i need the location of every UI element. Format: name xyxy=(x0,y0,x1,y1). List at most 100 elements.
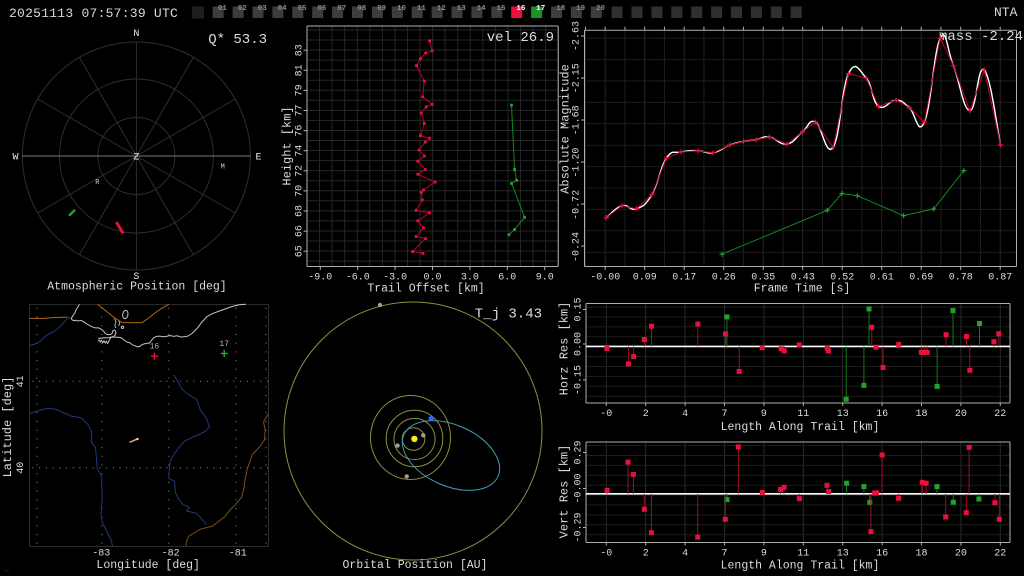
svg-text:Q* 53.3: Q* 53.3 xyxy=(208,32,267,48)
svg-text:-3.0: -3.0 xyxy=(383,273,407,284)
svg-text:0.61: 0.61 xyxy=(870,273,894,284)
svg-text:Trail Offset [km]: Trail Offset [km] xyxy=(367,283,484,296)
svg-text:E: E xyxy=(255,153,261,164)
svg-text:2: 2 xyxy=(643,549,649,560)
svg-text:22: 22 xyxy=(994,549,1006,560)
svg-text:0.09: 0.09 xyxy=(633,273,657,284)
svg-text:17: 17 xyxy=(219,340,229,349)
svg-text:11: 11 xyxy=(797,549,809,560)
svg-text:-2.63: -2.63 xyxy=(572,21,583,51)
svg-text:-6.0: -6.0 xyxy=(346,273,370,284)
svg-text:18: 18 xyxy=(915,549,927,560)
svg-text:77: 77 xyxy=(295,104,306,116)
svg-text:0.0: 0.0 xyxy=(423,273,441,284)
svg-text:66: 66 xyxy=(295,225,306,237)
svg-text:vel 26.9: vel 26.9 xyxy=(487,30,554,46)
svg-text:09: 09 xyxy=(377,5,387,13)
svg-text:10: 10 xyxy=(397,5,407,13)
svg-text:4: 4 xyxy=(682,549,688,560)
svg-text:18: 18 xyxy=(915,409,927,420)
svg-text:81: 81 xyxy=(295,64,306,76)
svg-text:Latitude [deg]: Latitude [deg] xyxy=(1,377,15,478)
svg-text:0.26: 0.26 xyxy=(712,273,736,284)
svg-text:-1.68: -1.68 xyxy=(572,105,583,135)
svg-text:13: 13 xyxy=(457,5,467,13)
svg-text:0.52: 0.52 xyxy=(830,273,854,284)
svg-text:0.00: 0.00 xyxy=(574,332,585,356)
svg-text:16: 16 xyxy=(876,549,888,560)
svg-text:9.0: 9.0 xyxy=(536,273,554,284)
svg-text:07: 07 xyxy=(337,5,346,13)
svg-text:-82: -82 xyxy=(162,549,180,560)
svg-text:20: 20 xyxy=(955,409,967,420)
svg-text:Length Along Trail [km]: Length Along Trail [km] xyxy=(721,560,880,573)
svg-text:11: 11 xyxy=(797,409,809,420)
svg-text:05: 05 xyxy=(298,5,308,13)
svg-text:Frame Time [s]: Frame Time [s] xyxy=(754,283,851,296)
svg-text:74: 74 xyxy=(295,145,306,157)
svg-text:6.0: 6.0 xyxy=(498,273,516,284)
svg-text:20: 20 xyxy=(955,549,967,560)
svg-text:01: 01 xyxy=(218,5,228,13)
svg-text:Length Along Trail [km]: Length Along Trail [km] xyxy=(721,421,880,434)
svg-text:N: N xyxy=(133,29,139,40)
svg-text:41: 41 xyxy=(16,375,27,387)
svg-text:Orbital Position [AU]: Orbital Position [AU] xyxy=(343,559,488,572)
svg-text:13: 13 xyxy=(837,409,849,420)
svg-text:79: 79 xyxy=(295,84,306,96)
svg-text:17: 17 xyxy=(536,5,545,13)
svg-text:0.35: 0.35 xyxy=(751,273,775,284)
svg-text:3.0: 3.0 xyxy=(461,273,479,284)
svg-text:16: 16 xyxy=(516,5,526,13)
svg-text:0.29: 0.29 xyxy=(574,440,585,464)
svg-text:-0.72: -0.72 xyxy=(572,190,583,220)
svg-text:76: 76 xyxy=(295,125,306,137)
svg-text:0.87: 0.87 xyxy=(988,273,1012,284)
svg-text:16: 16 xyxy=(876,409,888,420)
svg-text:03: 03 xyxy=(258,5,268,13)
svg-text:~w: ~w xyxy=(3,568,9,574)
svg-text:Vert Res [km]: Vert Res [km] xyxy=(558,445,572,539)
svg-text:-1.20: -1.20 xyxy=(572,148,583,178)
svg-text:7: 7 xyxy=(721,409,727,420)
svg-text:T_j 3.43: T_j 3.43 xyxy=(475,307,542,323)
svg-text:08: 08 xyxy=(357,5,367,13)
svg-text:72: 72 xyxy=(295,165,306,177)
svg-text:S: S xyxy=(133,272,139,283)
svg-text:-0: -0 xyxy=(600,409,612,420)
svg-text:02: 02 xyxy=(238,5,248,13)
svg-text:0.78: 0.78 xyxy=(949,273,973,284)
svg-text:16: 16 xyxy=(150,343,160,352)
svg-text:Z: Z xyxy=(133,153,139,164)
svg-text:-0.00: -0.00 xyxy=(574,473,585,503)
svg-text:7: 7 xyxy=(721,549,727,560)
svg-text:22: 22 xyxy=(994,409,1006,420)
svg-text:0.17: 0.17 xyxy=(672,273,696,284)
svg-text:Atmospheric Position [deg]: Atmospheric Position [deg] xyxy=(47,281,226,294)
svg-text:20: 20 xyxy=(596,5,606,13)
svg-text:-9.0: -9.0 xyxy=(308,273,332,284)
svg-text:NTA: NTA xyxy=(994,5,1018,20)
svg-text:9: 9 xyxy=(761,549,767,560)
svg-text:Height [km]: Height [km] xyxy=(281,106,295,185)
svg-text:M: M xyxy=(221,164,225,172)
svg-text:-0.24: -0.24 xyxy=(572,232,583,262)
svg-text:-81: -81 xyxy=(229,549,247,560)
svg-text:0.69: 0.69 xyxy=(909,273,933,284)
svg-text:W: W xyxy=(12,153,18,164)
svg-text:0.15: 0.15 xyxy=(574,297,585,321)
svg-text:65: 65 xyxy=(295,245,306,257)
svg-text:-0.29: -0.29 xyxy=(574,512,585,542)
svg-text:12: 12 xyxy=(437,5,447,13)
svg-text:Horz Res [km]: Horz Res [km] xyxy=(558,302,572,396)
svg-text:9: 9 xyxy=(761,409,767,420)
svg-text:15: 15 xyxy=(497,5,507,13)
svg-text:04: 04 xyxy=(278,5,288,13)
svg-text:0.43: 0.43 xyxy=(791,273,815,284)
svg-text:Longitude [deg]: Longitude [deg] xyxy=(96,559,200,572)
svg-text:40: 40 xyxy=(16,462,27,474)
svg-text:14: 14 xyxy=(477,5,487,13)
svg-text:-0.15: -0.15 xyxy=(574,365,585,395)
svg-text:4: 4 xyxy=(682,409,688,420)
svg-text:-83: -83 xyxy=(92,549,110,560)
